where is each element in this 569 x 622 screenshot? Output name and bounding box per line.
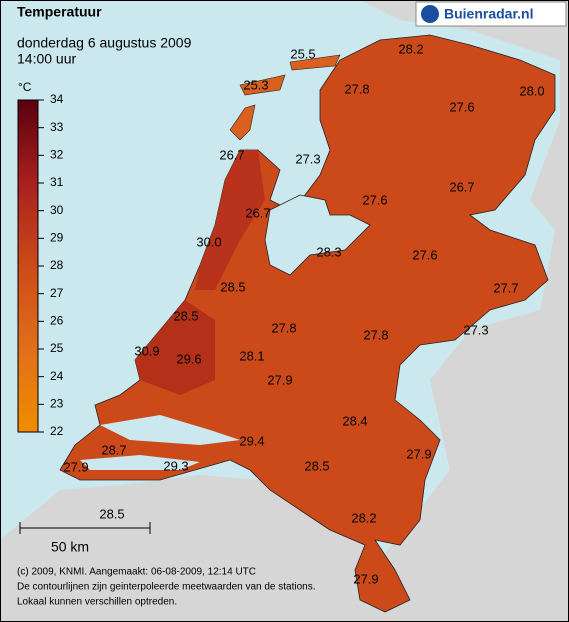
station-value: 29.6 [176,351,201,366]
station-value: 30.0 [196,234,221,249]
station-value: 27.8 [344,81,369,96]
station-value: 30.9 [134,343,159,358]
tick-label: 22 [50,424,64,438]
station-value: 28.2 [398,41,423,56]
station-value: 27.9 [63,459,88,474]
station-value: 28.1 [239,348,264,363]
station-value: 29.4 [239,433,264,448]
warm-zone [135,300,215,395]
station-value: 27.3 [295,151,320,166]
logo: Buienradar.nl [444,6,533,22]
station-value: 29.3 [163,458,188,473]
station-value: 28.5 [99,506,124,521]
station-value: 28.5 [173,308,198,323]
station-value: 26.7 [245,205,270,220]
warm-zone [195,150,265,290]
title: Temperatuur [17,4,102,20]
ijsselmeer [264,194,371,276]
station-value: 27.6 [449,99,474,114]
tick-label: 30 [50,203,64,217]
logo-box [415,1,567,27]
tick-label: 24 [50,369,64,383]
tick-label: 29 [50,231,64,245]
station-value: 27.3 [463,322,488,337]
station-value: 27.8 [271,320,296,335]
station-value: 28.0 [519,83,544,98]
station-value: 27.8 [363,327,388,342]
tick-label: 27 [50,286,64,300]
time: 14:00 uur [17,51,76,67]
station-value: 27.9 [267,372,292,387]
station-value: 28.3 [316,244,341,259]
logo-icon [421,5,439,23]
colorbar [17,99,39,433]
island [239,74,286,96]
station-value: 28.7 [101,442,126,457]
station-value: 27.6 [362,192,387,207]
station-value: 26.7 [449,179,474,194]
island [289,54,341,71]
footer: De contourlijnen zijn geinterpoleerde me… [17,582,316,593]
tick-label: 33 [50,120,64,134]
island [229,104,256,141]
footer: Lokaal kunnen verschillen optreden. [17,597,177,608]
station-value: 25.5 [290,46,315,61]
tick-label: 32 [50,148,64,162]
station-value: 28.2 [351,510,376,525]
estuary [100,415,240,445]
station-value: 27.6 [412,247,437,262]
station-value: 28.5 [220,279,245,294]
station-value: 27.9 [353,571,378,586]
station-value: 25.3 [243,77,268,92]
tick-label: 23 [50,397,64,411]
station-value: 28.4 [342,413,367,428]
tick-label: 28 [50,258,64,272]
scale-label: 50 km [51,539,89,555]
station-value: 28.5 [304,458,329,473]
tick-label: 25 [50,341,64,355]
station-value: 26.7 [219,147,244,162]
station-value: 27.9 [406,446,431,461]
tick-label: 26 [50,314,64,328]
estuary [80,455,200,470]
unit: °C [18,80,32,94]
tick-label: 34 [50,92,64,106]
tick-label: 31 [50,175,64,189]
date: donderdag 6 augustus 2009 [17,35,192,51]
footer: (c) 2009, KNMI. Aangemaakt: 06-08-2009, … [17,567,256,578]
station-value: 27.7 [493,280,518,295]
